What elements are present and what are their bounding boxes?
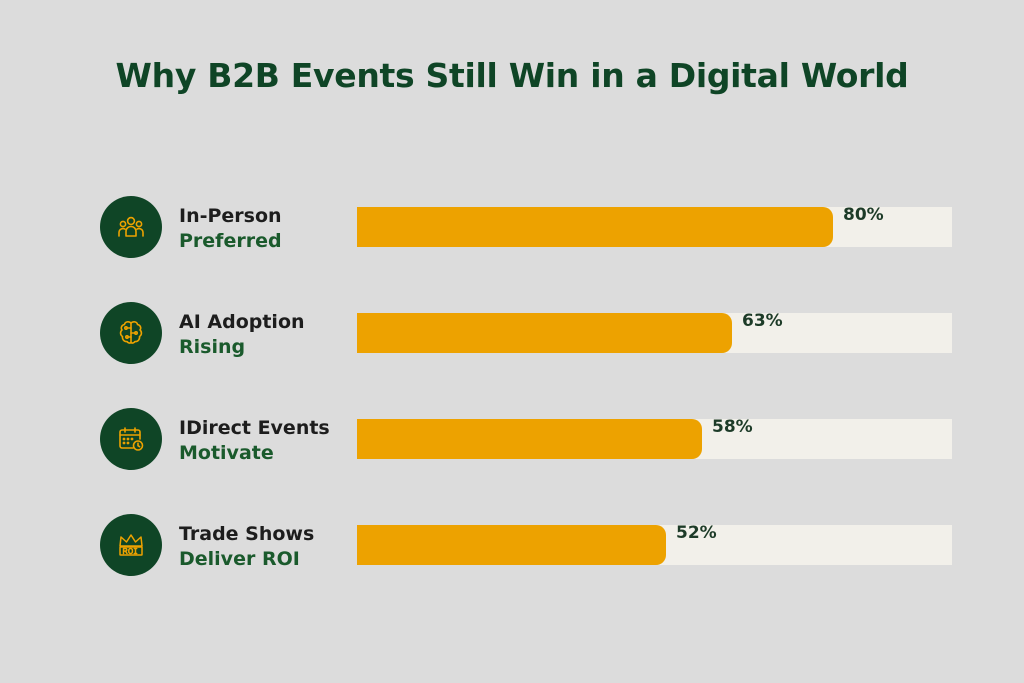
bar-row-in-person: In-Person Preferred 80% [100,196,960,258]
bar-label: IDirect Events Motivate [179,416,330,466]
bar-track [357,207,952,247]
bar-value-label: 63% [742,311,783,331]
bar-row-trade-shows: Trade Shows Deliver ROI 52% [100,514,960,576]
bar-label: In-Person Preferred [179,204,282,254]
bar-value-label: 52% [676,523,717,543]
bar [357,419,702,459]
bar-row-direct-events: IDirect Events Motivate 58% [100,408,960,470]
bar-label-primary: AI Adoption [179,311,305,333]
icon-badge [100,302,162,364]
chart-title: Why B2B Events Still Win in a Digital Wo… [115,56,909,95]
bar-track [357,419,952,459]
calendar-clock-icon [119,427,144,451]
brain-circuit-icon [119,321,143,344]
bar [357,525,666,565]
bar-label-secondary: Deliver ROI [179,548,300,570]
bar-label-secondary: Preferred [179,230,282,252]
bar-label-secondary: Rising [179,336,246,358]
bar-value-label: 80% [843,205,884,225]
bar-label-primary: IDirect Events [179,417,330,439]
bar-row-ai-adoption: AI Adoption Rising 63% [100,302,960,364]
bar-track [357,525,952,565]
bar-track [357,313,952,353]
bar-label: AI Adoption Rising [179,310,305,360]
bar-label-primary: Trade Shows [179,523,315,545]
icon-badge [100,514,162,576]
bar-value-label: 58% [712,417,753,437]
bar-label-secondary: Motivate [179,442,274,464]
roi-crown-icon [119,534,143,556]
icon-badge [100,196,162,258]
bar [357,313,732,353]
bar [357,207,833,247]
icon-badge [100,408,162,470]
bar-label: Trade Shows Deliver ROI [179,522,314,572]
people-group-icon [118,216,144,237]
bar-label-primary: In-Person [179,205,282,227]
